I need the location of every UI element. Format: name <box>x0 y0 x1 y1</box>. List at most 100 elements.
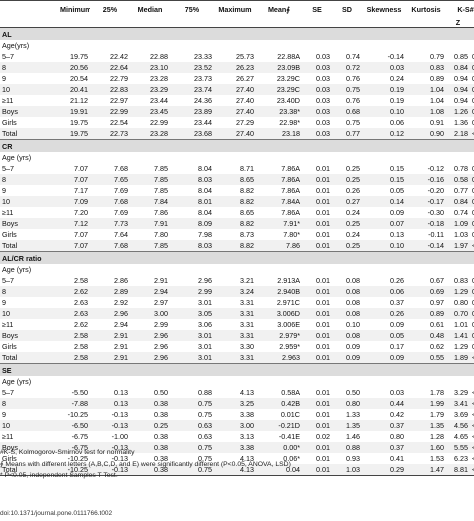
row-label: Girls <box>2 230 17 239</box>
table-body: AL Age(yrs) 5–7 19.75 22.42 22.88 23.33 25.73 22… <box>0 27 474 476</box>
table-cell: 2.96 <box>198 276 212 285</box>
table-cell: <0.01 <box>470 398 474 409</box>
table-cell: 0.07 <box>470 286 474 297</box>
table-cell: 26.23 <box>214 62 256 73</box>
table-cell: 22.73 <box>90 128 130 140</box>
table-cell: -0.13 <box>111 454 128 463</box>
table-cell: 22.99 <box>150 118 168 127</box>
table-cell: 3.31 <box>214 352 256 364</box>
table-cell: -5.50 <box>71 388 88 397</box>
table-cell: 1.89 <box>446 352 470 364</box>
table-cell: 0.42 <box>390 410 404 419</box>
section-title: CR <box>0 139 474 152</box>
table-cell: 1.33 <box>346 410 360 419</box>
table-row: 8 -7.88 0.13 0.38 0.75 3.25 0.42B 0.01 0.80 0.44 1… <box>0 398 474 409</box>
table-cell: 23.45 <box>130 106 170 117</box>
table-cell: 0.89 <box>406 308 446 319</box>
table-cell: 1.79 <box>430 410 444 419</box>
table-cell: 0.05 <box>362 330 406 341</box>
table-cell: 0.03 <box>362 62 406 73</box>
table-cell: -0.11 <box>428 230 444 239</box>
table-cell: 0.42B <box>256 398 302 409</box>
section-subheading-row: Age (yrs) <box>0 376 474 387</box>
table-cell: 7.85 <box>130 174 170 185</box>
table-cell: 3.38 <box>214 442 256 453</box>
table-cell: 0.74 <box>454 208 468 217</box>
table-cell: 0.68 <box>332 106 362 117</box>
table-cell: 3.00 <box>130 308 170 319</box>
table-cell: 22.99 <box>90 106 130 117</box>
table-row: 8 2.62 2.89 2.94 2.99 3.24 2.940B 0.01 0.08 0.06 0… <box>0 286 474 297</box>
row-label: Total <box>0 352 58 364</box>
row-label: 5–7 <box>2 52 14 61</box>
table-cell: 1.01 <box>454 320 468 329</box>
table-cell: 3.31 <box>240 298 254 307</box>
table-cell: 0.04 <box>256 464 302 476</box>
table-row: 8 7.07 7.65 7.85 8.03 8.65 7.86A 0.01 0.25 0.15 -0… <box>0 174 474 185</box>
table-cell: -6.75 <box>58 442 90 453</box>
table-cell: 0.01 <box>316 410 330 419</box>
table-cell: 7.86 <box>154 208 168 217</box>
table-cell: 0.94 <box>446 84 470 95</box>
table-cell: -10.25 <box>67 410 88 419</box>
table-cell: 1.46 <box>346 432 360 441</box>
table-cell: 19.75 <box>70 52 88 61</box>
table-cell: 0.04 <box>470 330 474 341</box>
table-cell: 0.50 <box>470 275 474 286</box>
table-cell: 7.69 <box>114 208 128 217</box>
table-row: Boys 19.91 22.99 23.45 23.89 27.40 23.38* 0.03 0… <box>0 106 474 117</box>
table-cell: 1.53 <box>430 454 444 463</box>
table-cell: 0.38 <box>154 410 168 419</box>
table-cell: 0.24 <box>346 208 360 217</box>
header-skewness: Skewness <box>362 0 406 17</box>
table-cell: 0.01 <box>302 398 332 409</box>
table-cell: 2.97 <box>154 298 168 307</box>
table-cell: 8.04 <box>198 208 212 217</box>
table-cell: 0.62 <box>430 342 444 351</box>
table-cell: 3.24 <box>214 286 256 297</box>
table-cell: 0.08 <box>470 106 474 117</box>
table-cell: 0.41 <box>390 454 404 463</box>
table-cell: 7.07 <box>74 230 88 239</box>
table-cell: 0.90 <box>406 128 446 140</box>
table-cell: 2.58 <box>58 352 90 364</box>
table-cell: 8.71 <box>240 164 254 173</box>
table-cell: 0.29 <box>362 464 406 476</box>
table-row: Total 7.07 7.68 7.85 8.03 8.82 7.86 0.01 0.25 0.1… <box>0 240 474 252</box>
table-cell: 2.979* <box>256 330 302 341</box>
table-cell: 0.97 <box>430 298 444 307</box>
table-cell: 0.48 <box>470 196 474 207</box>
table-cell: 19.91 <box>58 106 90 117</box>
table-cell: 0.75 <box>198 454 212 463</box>
table-cell: 2.94 <box>114 320 128 329</box>
table-cell: 3.006D <box>256 308 302 319</box>
table-cell: 22.64 <box>90 62 130 73</box>
table-cell: 0.01 <box>316 186 330 195</box>
table-cell: 2.92 <box>114 298 128 307</box>
table-cell: 1.35 <box>332 420 362 431</box>
table-cell: 7.85 <box>130 240 170 252</box>
row-label: 5–7 <box>2 164 14 173</box>
table-cell: 0.94 <box>454 96 468 105</box>
table-cell: 7.85 <box>154 186 168 195</box>
table-cell: 0.06* <box>283 454 300 463</box>
table-cell: 0.05 <box>390 186 404 195</box>
table-cell: 2.62 <box>74 320 88 329</box>
section-subheading-row: Age (yrs) <box>0 152 474 163</box>
table-row: 10 7.09 7.68 7.84 8.01 8.82 7.84A 0.01 0.27 0.14-… <box>0 196 474 207</box>
table-cell: 3.01 <box>198 298 212 307</box>
table-cell: 23.44 <box>150 96 168 105</box>
table-cell: 7.07 <box>58 174 90 185</box>
table-cell: 0.50 <box>154 388 168 397</box>
table-cell: -10.25 <box>58 464 90 476</box>
table-cell: 2.99 <box>170 286 214 297</box>
table-cell: 3.31 <box>240 320 254 329</box>
row-label: Total <box>0 240 58 252</box>
table-cell: 22.79 <box>110 74 128 83</box>
table-cell: 0.63 <box>198 432 212 441</box>
table-cell: 27.40 <box>236 96 254 105</box>
table-cell: 0.24 <box>346 230 360 239</box>
table-cell: 0.58 <box>446 174 470 185</box>
row-label: 9 <box>2 298 6 307</box>
header-mean: Mean∮ <box>256 0 302 17</box>
